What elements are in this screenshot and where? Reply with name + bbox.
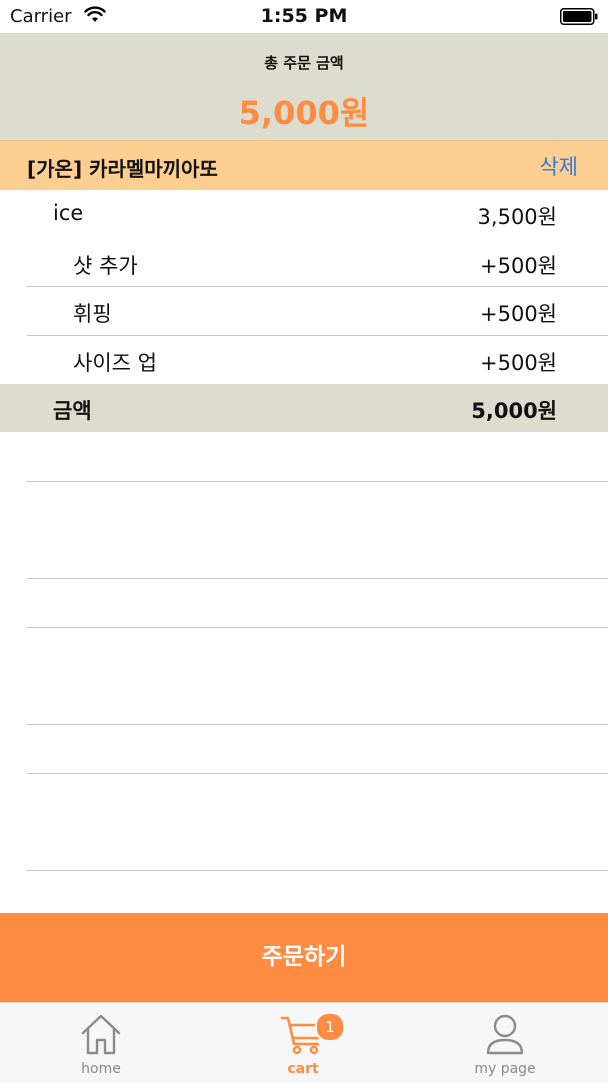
- wifi-icon: [84, 6, 106, 22]
- tab-label: home: [81, 1061, 121, 1077]
- option-row: 휘핑 +500원: [0, 287, 608, 335]
- amount-value: 5,000원: [471, 399, 557, 423]
- empty-row-divider: [27, 481, 608, 482]
- carrier-label: Carrier: [10, 6, 72, 27]
- row-divider: [27, 335, 608, 336]
- tab-my-page[interactable]: my page: [404, 1003, 606, 1083]
- battery-icon: [560, 8, 598, 25]
- clock: 1:55 PM: [260, 5, 348, 27]
- empty-row-divider: [27, 870, 608, 871]
- empty-row-divider: [27, 724, 608, 725]
- cart-count-badge: 1: [315, 1012, 345, 1042]
- delete-button[interactable]: 삭제: [539, 155, 578, 179]
- tab-label: cart: [287, 1061, 319, 1077]
- total-order-label: 총 주문 금액: [264, 54, 344, 72]
- option-name: 사이즈 업: [73, 351, 157, 375]
- item-amount-row: 금액 5,000원: [0, 384, 608, 432]
- home-icon: [81, 1014, 121, 1055]
- product-name: [가온] 카라멜마끼아또: [27, 157, 218, 181]
- option-price: +500원: [480, 351, 557, 375]
- option-price: 3,500원: [477, 205, 557, 229]
- option-name: 샷 추가: [73, 254, 138, 278]
- option-price: +500원: [480, 302, 557, 326]
- cart-item-header: [가온] 카라멜마끼아또 삭제: [0, 140, 608, 190]
- order-summary-header: 총 주문 금액 5,000원: [0, 33, 608, 140]
- total-order-amount: 5,000원: [238, 94, 370, 132]
- empty-row-divider: [27, 773, 608, 774]
- tab-bar: home 1 cart my page: [0, 1002, 608, 1083]
- order-button[interactable]: 주문하기: [0, 913, 608, 1002]
- option-name: ice: [53, 201, 84, 225]
- person-icon: [486, 1014, 524, 1055]
- option-name: 휘핑: [73, 302, 112, 326]
- option-row: 사이즈 업 +500원: [0, 336, 608, 384]
- amount-label: 금액: [53, 399, 92, 423]
- empty-row-divider: [27, 578, 608, 579]
- tab-home[interactable]: home: [0, 1003, 202, 1083]
- tab-cart[interactable]: 1 cart: [202, 1003, 404, 1083]
- status-bar: Carrier 1:55 PM: [0, 0, 608, 33]
- tab-label: my page: [474, 1061, 536, 1077]
- option-row: 샷 추가 +500원: [0, 239, 608, 287]
- option-row: ice 3,500원: [0, 190, 608, 238]
- option-price: +500원: [480, 254, 557, 278]
- empty-row-divider: [27, 627, 608, 628]
- row-divider: [27, 286, 608, 287]
